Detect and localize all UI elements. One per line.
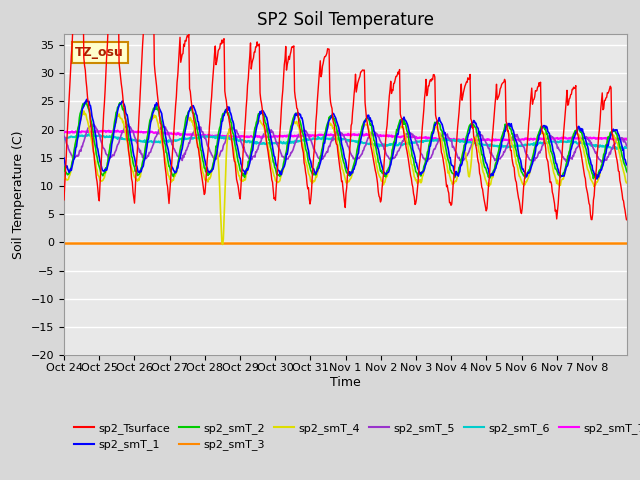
Line: sp2_smT_1: sp2_smT_1 <box>64 99 627 179</box>
sp2_smT_4 <box>437 134 445 140</box>
sp2_smT_2 <box>230 138 238 144</box>
X-axis label: Time: Time <box>330 376 361 389</box>
sp2_smT_6 <box>436 137 444 143</box>
sp2_smT_5 <box>623 144 631 149</box>
Line: sp2_smT_6: sp2_smT_6 <box>64 134 627 149</box>
sp2_smT_4 <box>231 157 239 163</box>
sp2_Tsurface <box>127 165 134 171</box>
sp2_smT_6 <box>60 135 68 141</box>
sp2_smT_3 <box>623 240 631 246</box>
Line: sp2_smT_2: sp2_smT_2 <box>64 102 627 179</box>
sp2_smT_6 <box>127 137 134 143</box>
sp2_smT_2 <box>127 146 134 152</box>
sp2_Tsurface <box>60 197 68 203</box>
sp2_smT_7 <box>436 135 444 141</box>
sp2_smT_1 <box>623 162 631 168</box>
Y-axis label: Soil Temperature (C): Soil Temperature (C) <box>12 130 25 259</box>
sp2_smT_6 <box>623 145 631 151</box>
sp2_smT_3 <box>60 240 68 246</box>
sp2_Tsurface <box>404 157 412 163</box>
sp2_smT_2 <box>259 109 266 115</box>
sp2_smT_7 <box>259 133 266 139</box>
sp2_smT_5 <box>230 127 238 132</box>
sp2_smT_7 <box>114 128 122 133</box>
sp2_smT_2 <box>436 122 444 128</box>
sp2_smT_5 <box>259 135 266 141</box>
sp2_smT_2 <box>623 169 631 175</box>
sp2_smT_2 <box>280 160 287 166</box>
sp2_Tsurface <box>230 158 238 164</box>
Line: sp2_smT_5: sp2_smT_5 <box>64 124 627 162</box>
sp2_smT_7 <box>280 133 287 139</box>
sp2_smT_6 <box>85 131 93 137</box>
sp2_smT_2 <box>60 164 68 169</box>
sp2_smT_2 <box>82 99 90 105</box>
sp2_smT_4 <box>623 180 631 185</box>
sp2_smT_3 <box>404 240 412 246</box>
sp2_smT_3 <box>279 240 287 246</box>
sp2_smT_7 <box>230 133 238 139</box>
sp2_Tsurface <box>280 74 287 80</box>
sp2_smT_7 <box>623 136 631 142</box>
sp2_smT_5 <box>436 136 444 142</box>
sp2_smT_6 <box>404 141 412 147</box>
sp2_smT_7 <box>404 133 412 139</box>
sp2_smT_5 <box>125 121 132 127</box>
sp2_smT_1 <box>280 165 287 170</box>
sp2_smT_6 <box>259 141 266 146</box>
sp2_smT_3 <box>230 240 237 246</box>
sp2_smT_6 <box>613 146 621 152</box>
sp2_smT_6 <box>230 136 238 142</box>
sp2_smT_3 <box>126 240 134 246</box>
sp2_Tsurface <box>259 106 266 112</box>
sp2_smT_4 <box>60 175 68 180</box>
sp2_smT_7 <box>127 129 134 135</box>
Line: sp2_smT_7: sp2_smT_7 <box>64 131 627 141</box>
sp2_smT_1 <box>593 176 601 182</box>
sp2_smT_5 <box>598 159 605 165</box>
sp2_smT_7 <box>464 138 472 144</box>
sp2_smT_6 <box>280 139 287 145</box>
Line: sp2_smT_4: sp2_smT_4 <box>64 111 627 244</box>
Line: sp2_Tsurface: sp2_Tsurface <box>64 0 627 220</box>
sp2_smT_1 <box>436 118 444 123</box>
sp2_smT_3 <box>258 240 266 246</box>
sp2_smT_4 <box>259 122 267 128</box>
sp2_smT_1 <box>60 155 68 161</box>
Title: SP2 Soil Temperature: SP2 Soil Temperature <box>257 11 434 29</box>
sp2_smT_5 <box>280 154 287 159</box>
sp2_smT_5 <box>127 125 134 131</box>
sp2_smT_4 <box>219 241 227 247</box>
sp2_Tsurface <box>623 217 631 223</box>
sp2_smT_1 <box>404 125 412 131</box>
sp2_smT_4 <box>280 160 288 166</box>
sp2_smT_1 <box>127 136 134 142</box>
sp2_smT_4 <box>127 161 134 167</box>
sp2_smT_2 <box>404 132 412 138</box>
sp2_smT_1 <box>230 128 238 133</box>
sp2_smT_5 <box>404 132 412 137</box>
sp2_smT_1 <box>259 109 266 115</box>
Text: TZ_osu: TZ_osu <box>76 46 124 59</box>
sp2_smT_3 <box>435 240 443 246</box>
sp2_smT_2 <box>589 176 597 181</box>
sp2_smT_7 <box>60 130 68 135</box>
Legend: sp2_Tsurface, sp2_smT_1, sp2_smT_2, sp2_smT_3, sp2_smT_4, sp2_smT_5, sp2_smT_6, : sp2_Tsurface, sp2_smT_1, sp2_smT_2, sp2_… <box>70 419 640 455</box>
sp2_smT_1 <box>83 96 91 102</box>
sp2_smT_4 <box>80 108 88 114</box>
sp2_smT_5 <box>60 133 68 139</box>
sp2_Tsurface <box>436 136 444 142</box>
sp2_smT_4 <box>405 150 413 156</box>
